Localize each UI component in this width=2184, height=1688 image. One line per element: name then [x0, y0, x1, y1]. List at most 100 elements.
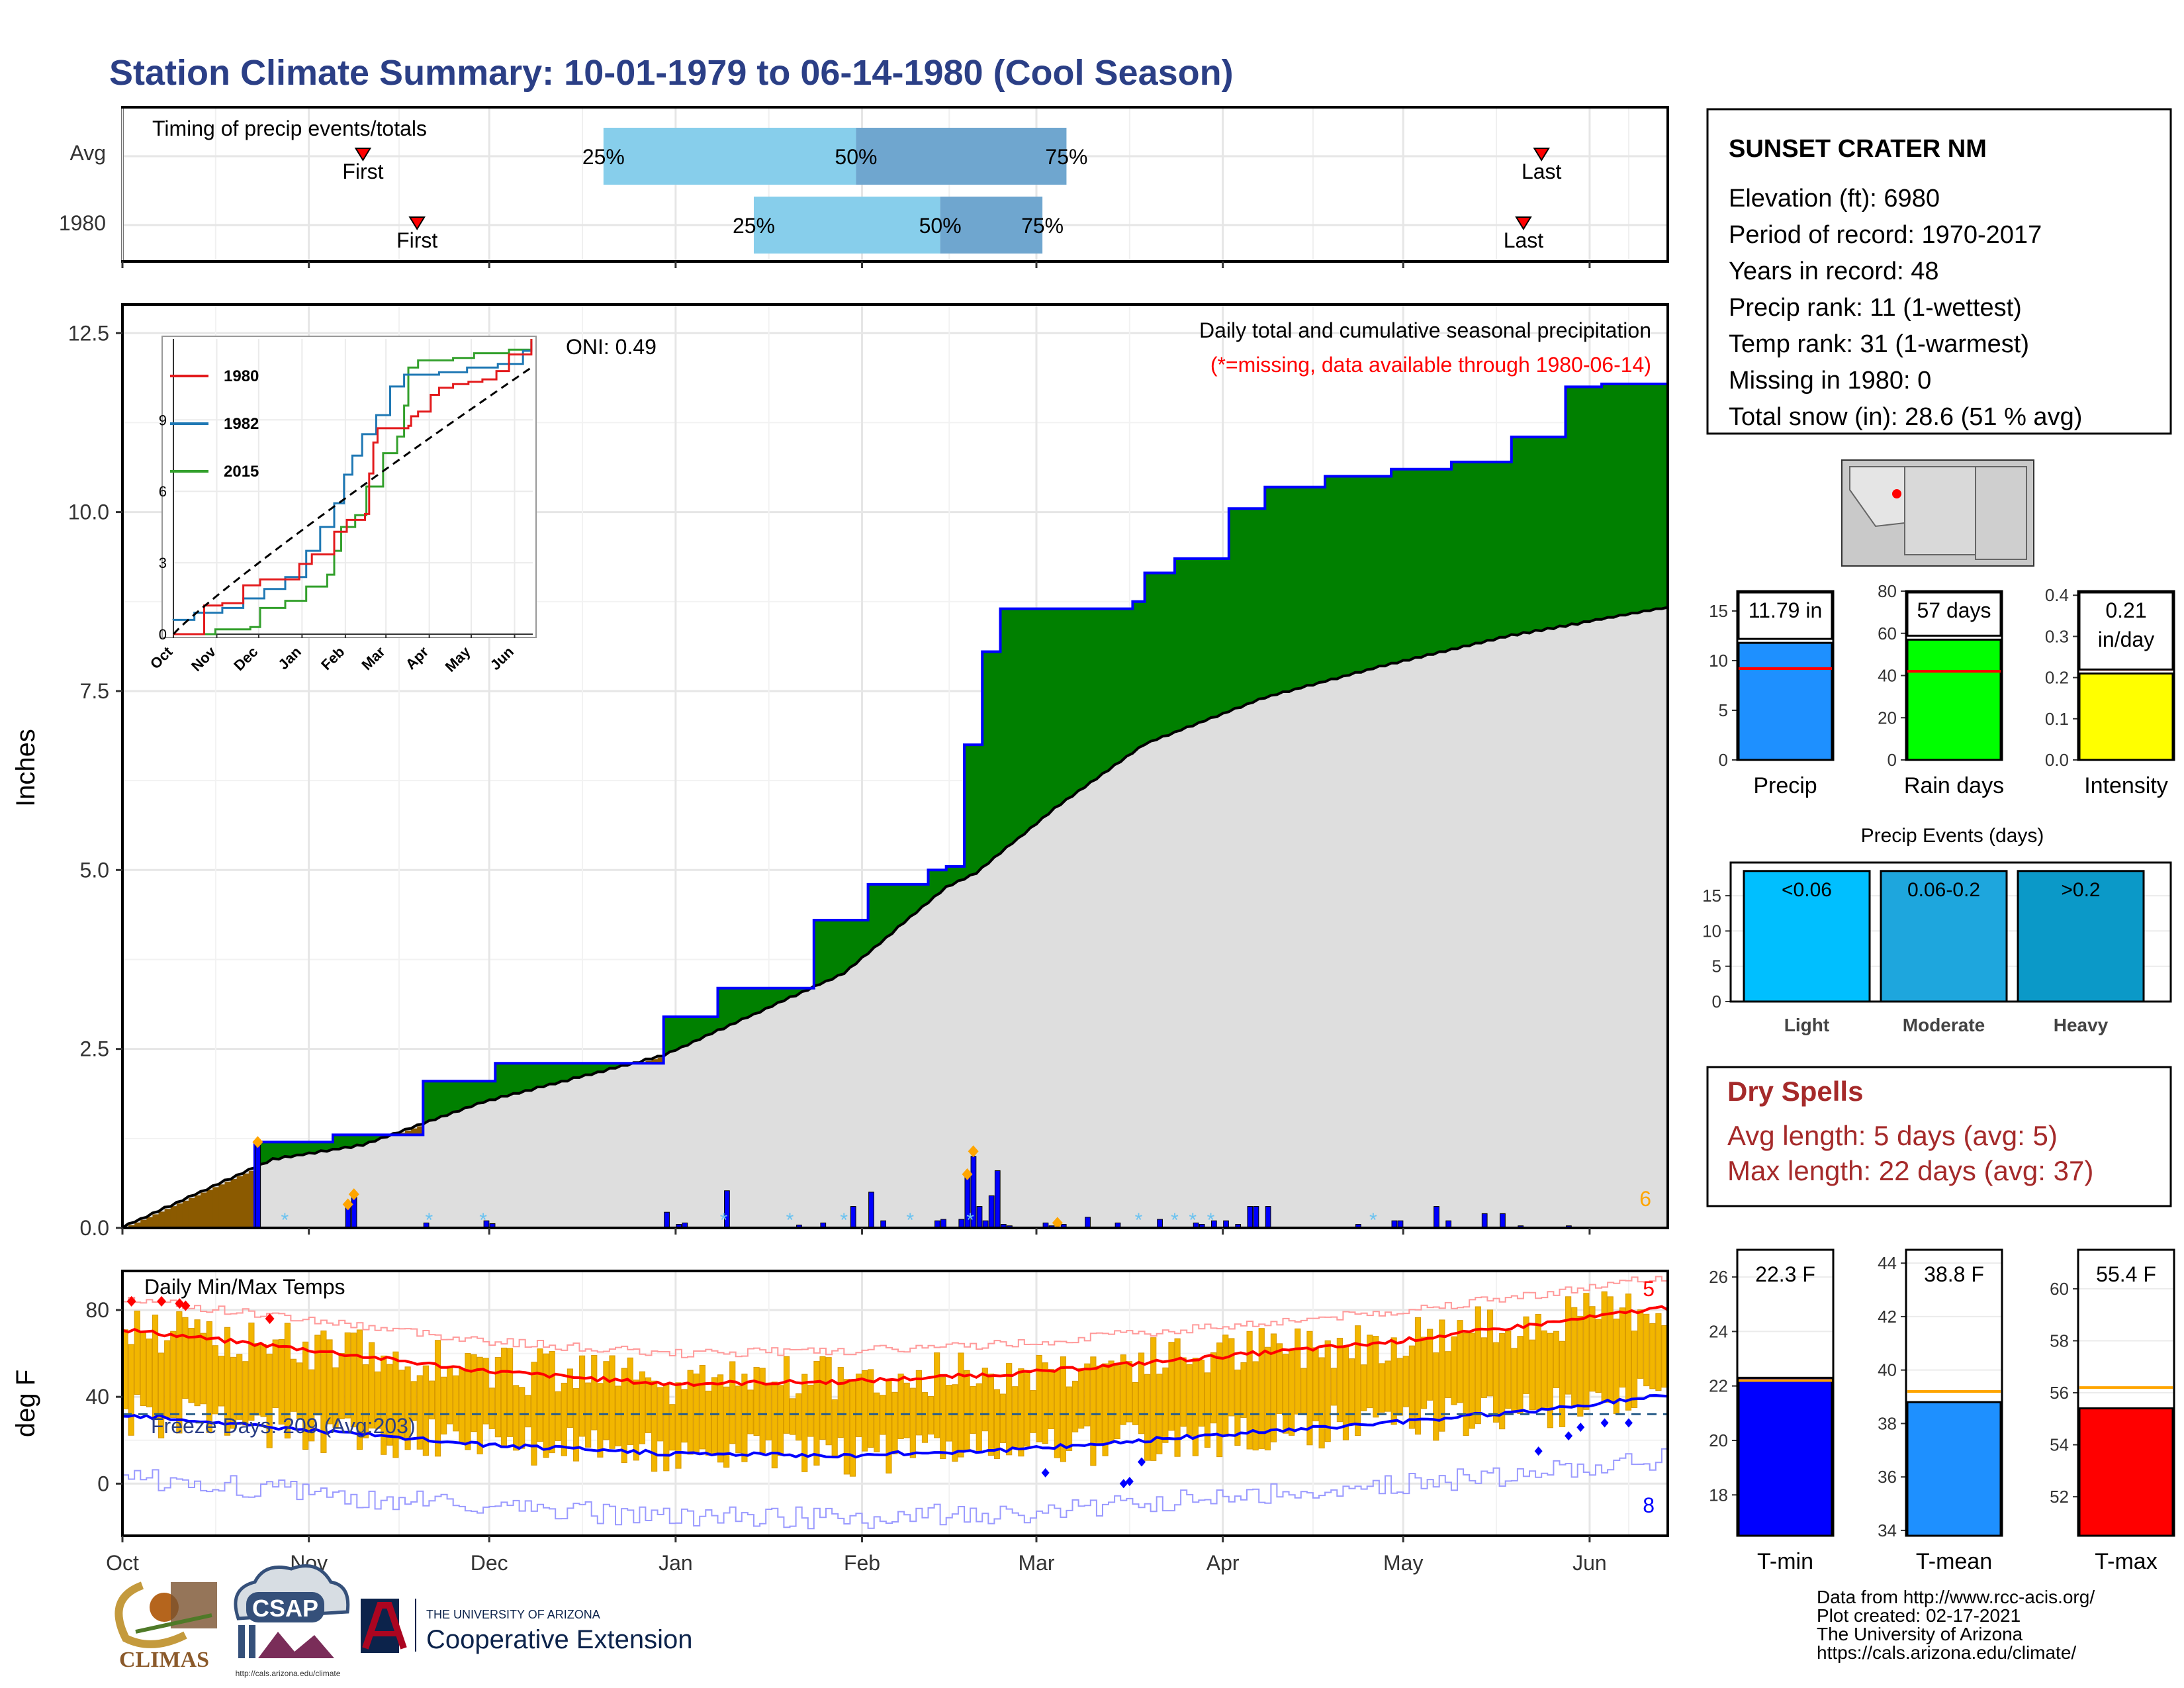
surplus-segment	[1205, 558, 1212, 722]
daily-temp-bar	[999, 1393, 1007, 1443]
csap-logo: CSAP http://cals.arizona.edu/climate	[234, 1564, 350, 1678]
timing-row-1980-label: 1980	[59, 211, 106, 235]
surplus-segment	[1006, 608, 1013, 849]
surplus-segment	[1439, 469, 1446, 653]
temp-stat-ytick-label: 52	[2050, 1487, 2069, 1507]
daily-temp-bar	[1060, 1356, 1067, 1462]
dry-spells-avg: Avg length: 5 days (avg: 5)	[1727, 1120, 2058, 1151]
surplus-segment	[1115, 608, 1121, 767]
surplus-segment	[1187, 558, 1193, 729]
surplus-segment	[369, 1135, 376, 1144]
surplus-segment	[1337, 476, 1343, 679]
daily-temp-bar	[1078, 1368, 1085, 1429]
daily-temp-bar	[1625, 1293, 1632, 1411]
record-low-marker	[1565, 1431, 1573, 1441]
precip-ytick-label: 0.0	[80, 1216, 109, 1240]
daily-temp-bar	[381, 1355, 387, 1455]
daily-temp-bar	[1228, 1338, 1235, 1417]
surplus-segment	[1608, 384, 1614, 619]
surplus-segment	[994, 651, 1001, 859]
daily-temp-bar	[897, 1374, 904, 1440]
timing-first-label: First	[396, 228, 437, 252]
surplus-segment	[1102, 608, 1109, 775]
snow-marker	[968, 1145, 979, 1158]
daily-temp-bar	[801, 1374, 808, 1472]
surplus-segment	[1409, 469, 1416, 661]
surplus-segment	[952, 866, 959, 886]
daily-temp-bar	[572, 1388, 580, 1462]
daily-temp-bar	[1649, 1323, 1656, 1389]
stat-bar-label: Rain days	[1904, 773, 2004, 798]
surplus-segment	[1391, 469, 1398, 665]
surplus-segment	[1625, 384, 1633, 616]
footer-line-1: Data from http://www.rcc-acis.org/	[1817, 1587, 2095, 1607]
surplus-segment	[790, 988, 797, 999]
daily-temp-bar	[200, 1333, 206, 1405]
daily-temp-bar	[1102, 1363, 1109, 1456]
snow-marker	[252, 1136, 263, 1149]
surplus-segment	[717, 988, 725, 1032]
daily-temp-bar	[1222, 1335, 1229, 1437]
surplus-segment	[579, 1063, 586, 1078]
temp-min-count: 8	[1643, 1493, 1655, 1517]
stat-value-box	[2078, 591, 2174, 671]
daily-temp-bar	[1499, 1333, 1506, 1430]
daily-temp-bar	[320, 1330, 327, 1453]
daily-temp-bar	[1036, 1354, 1042, 1442]
daily-temp-bar	[621, 1368, 627, 1463]
daily-temp-bar	[404, 1366, 411, 1450]
month-axis-label: Apr	[1206, 1551, 1240, 1575]
surplus-segment	[772, 988, 778, 1007]
daily-temp-bar	[1367, 1335, 1373, 1409]
surplus-segment	[681, 1016, 688, 1049]
surplus-segment	[591, 1063, 598, 1075]
deficit-segment	[146, 1217, 154, 1228]
temp-stat-value-label: 55.4 F	[2096, 1262, 2156, 1286]
daily-temp-bar	[164, 1340, 171, 1419]
temp-stat-label: T-mean	[1916, 1549, 1992, 1574]
timing-first-label: First	[342, 160, 383, 183]
daily-temp-bar	[868, 1369, 874, 1448]
record-low-marker	[1041, 1468, 1050, 1477]
surplus-segment	[735, 988, 743, 1023]
month-axis-label: Jun	[1572, 1551, 1607, 1575]
daily-temp-bar	[874, 1392, 880, 1452]
daily-temp-bar	[236, 1354, 243, 1420]
missing-asterisk: *	[966, 1209, 974, 1231]
stat-value-box	[1906, 591, 2002, 637]
daily-temp-bar	[849, 1381, 856, 1477]
daily-temp-bar	[549, 1351, 555, 1454]
temp-title: Daily Min/Max Temps	[144, 1275, 345, 1299]
record-high-marker	[126, 1295, 136, 1307]
surplus-segment	[766, 988, 772, 1009]
daily-temp-bar	[909, 1387, 916, 1458]
surplus-segment	[332, 1135, 340, 1150]
surplus-segment	[1156, 573, 1163, 741]
daily-temp-bar	[134, 1310, 140, 1395]
surplus-segment	[483, 1081, 490, 1103]
daily-temp-bar	[915, 1370, 922, 1436]
temp-stat-ytick-label: 54	[2050, 1435, 2069, 1455]
daily-temp-bar	[1408, 1345, 1415, 1429]
surplus-segment	[1355, 476, 1362, 675]
daily-temp-bar	[1006, 1363, 1013, 1456]
surplus-segment	[1096, 608, 1103, 779]
deficit-segment	[188, 1197, 195, 1228]
surplus-segment	[868, 884, 875, 954]
stat-panel-frame	[1736, 590, 1835, 761]
surplus-segment	[1030, 608, 1037, 829]
missing-asterisk: *	[786, 1209, 794, 1231]
events-category-label: Light	[1784, 1015, 1829, 1035]
temp-stat-label: T-min	[1757, 1549, 1813, 1574]
temp-panel: 0 40 80 Daily Min/Max Temps Freeze Days: 2…	[11, 1270, 1669, 1575]
daily-temp-bar	[1535, 1314, 1541, 1410]
surplus-segment	[1637, 384, 1645, 614]
temp-stat-value-label: 38.8 F	[1924, 1262, 1984, 1286]
surplus-segment	[1199, 558, 1206, 724]
surplus-segment	[778, 988, 785, 1004]
surplus-segment	[741, 988, 749, 1021]
surplus-segment	[1060, 608, 1068, 805]
surplus-segment	[940, 870, 947, 893]
surplus-segment	[1138, 601, 1146, 749]
daily-temp-bar	[1427, 1329, 1433, 1401]
